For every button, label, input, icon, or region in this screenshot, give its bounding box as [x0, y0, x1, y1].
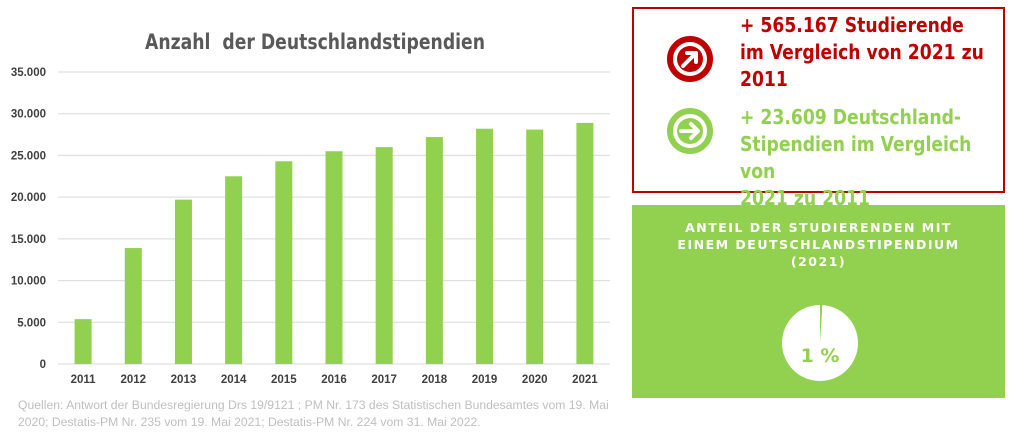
bar-2015	[275, 161, 293, 364]
y-tick-label: 35.000	[11, 67, 46, 79]
y-tick-label: 25.000	[11, 150, 46, 162]
stats-box: + 565.167 Studierende im Vergleich von 2…	[632, 7, 1005, 210]
bar-2020	[526, 129, 544, 364]
x-tick-label: 2021	[572, 374, 598, 386]
bar-chart: 0 5.000 10.000 15.000 20.000 25.000 30.000 35.0…	[11, 67, 610, 386]
bar-2018	[425, 137, 443, 364]
arrow-right-circle-icon	[667, 108, 713, 154]
x-tick-label: 2018	[422, 374, 448, 386]
bar-2021	[576, 122, 594, 365]
x-tick-label: 2011	[71, 374, 97, 386]
bar-2017	[375, 147, 393, 364]
x-tick-label: 2012	[120, 374, 146, 386]
sources-note: Quellen: Antwort der Bundesregierung Drs…	[18, 398, 609, 429]
pie-slice-value	[820, 305, 823, 343]
y-tick-label: 20.000	[11, 192, 46, 204]
x-tick-label: 2016	[321, 374, 347, 386]
share-value-label: 1 %	[800, 345, 840, 367]
x-tick-label: 2019	[472, 374, 498, 386]
x-tick-label: 2020	[522, 374, 548, 386]
bar-2019	[476, 128, 494, 364]
bar-2011	[74, 319, 92, 364]
x-tick-label: 2017	[371, 374, 397, 386]
x-tick-label: 2015	[271, 374, 297, 386]
stat-scholarships-text: + 23.609 Deutschland- Stipendien im Verg…	[740, 105, 972, 210]
bar-2013	[174, 199, 192, 364]
y-tick-label: 5.000	[17, 317, 46, 329]
stat-students-text: + 565.167 Studierende im Vergleich von 2…	[740, 13, 984, 91]
share-panel: ANTEIL DER STUDIERENDEN MIT EINEM DEUTSC…	[632, 205, 1005, 398]
x-tick-label: 2013	[171, 374, 197, 386]
y-tick-label: 0	[40, 359, 46, 371]
y-tick-label: 30.000	[11, 109, 46, 121]
bar-2012	[124, 248, 142, 364]
y-tick-label: 10.000	[11, 276, 46, 288]
x-tick-label: 2014	[221, 374, 247, 386]
y-tick-label: 15.000	[11, 234, 46, 246]
arrow-up-right-circle-icon	[667, 36, 713, 82]
bar-2016	[325, 151, 343, 364]
share-pie-chart	[782, 305, 858, 381]
bar-2014	[225, 176, 243, 364]
chart-title: Anzahl der Deutschlandstipendien	[145, 30, 485, 54]
share-heading: ANTEIL DER STUDIERENDEN MIT EINEM DEUTSC…	[677, 220, 960, 269]
